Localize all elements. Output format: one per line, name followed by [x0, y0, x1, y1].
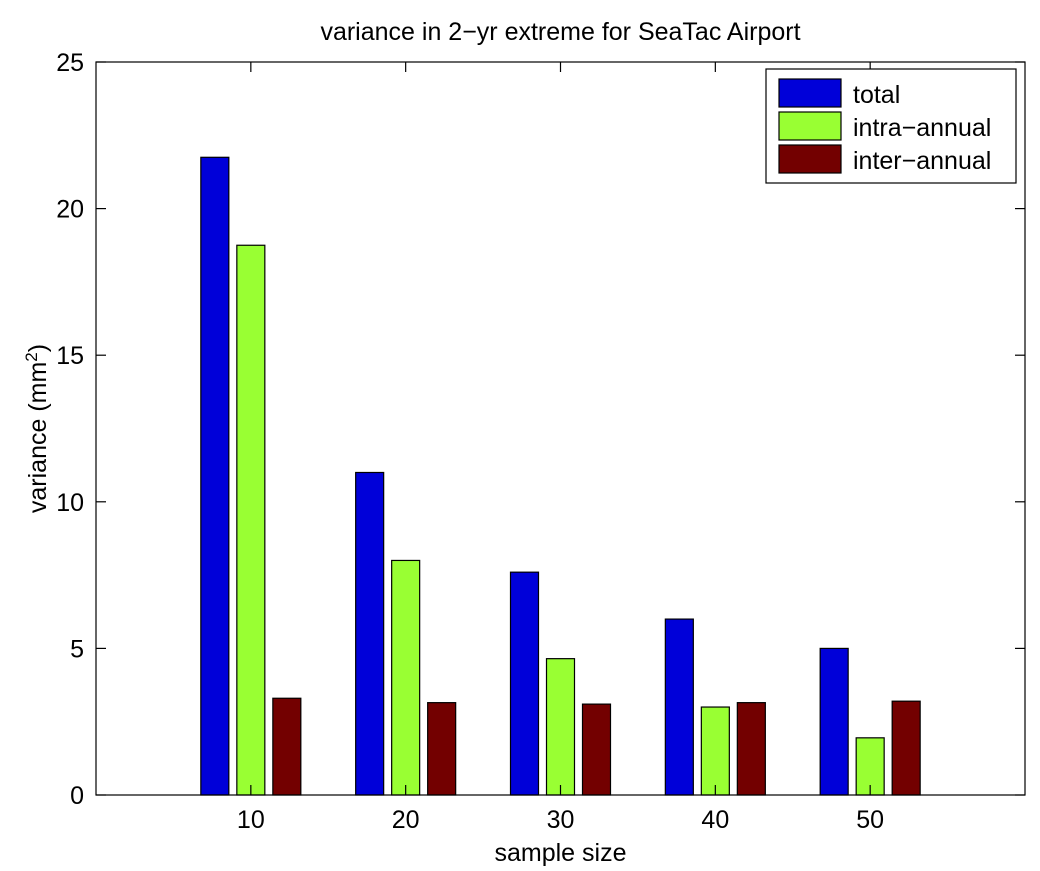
- x-axis-label: sample size: [495, 839, 627, 867]
- y-tick-label: 0: [70, 782, 84, 810]
- x-tick-label: 20: [392, 806, 420, 834]
- bar-intra-annual-30: [545, 658, 576, 796]
- bar-inter-annual-30: [581, 703, 612, 796]
- y-tick-label: 15: [56, 342, 84, 370]
- bar-intra-annual-10: [236, 244, 266, 796]
- bar-total-10: [200, 156, 230, 796]
- y-axis-label-suffix: ): [24, 344, 52, 352]
- bar-inter-annual-40: [736, 702, 766, 796]
- y-tick-label: 10: [56, 489, 84, 517]
- legend-swatch-intra-annual: [778, 111, 842, 141]
- legend-label: inter−annual: [853, 147, 991, 175]
- chart-title: variance in 2−yr extreme for SeaTac Airp…: [320, 18, 800, 46]
- bar-inter-annual-20: [427, 702, 457, 796]
- y-axis-label: variance (mm2): [22, 344, 53, 513]
- legend-swatch-inter-annual: [778, 144, 842, 174]
- bar-total-20: [355, 471, 385, 796]
- legend-label: total: [853, 81, 900, 109]
- x-tick-label: 30: [547, 806, 575, 834]
- bars-group: [200, 156, 921, 796]
- legend-label: intra−annual: [853, 114, 991, 142]
- bar-intra-annual-40: [700, 706, 730, 796]
- y-axis-label-main: variance (mm: [24, 362, 52, 513]
- ticks-group: 0 5 10 15 20 25 10 20 30 40 50: [56, 49, 1025, 834]
- legend-swatch-total: [778, 78, 842, 108]
- bar-inter-annual-10: [272, 697, 302, 796]
- x-tick-label: 40: [701, 806, 729, 834]
- bar-total-40: [664, 618, 694, 796]
- x-tick-label: 50: [856, 806, 884, 834]
- y-tick-label: 20: [56, 196, 84, 224]
- x-tick-label: 10: [237, 806, 265, 834]
- bar-total-50: [819, 647, 849, 796]
- y-tick-label: 5: [70, 635, 84, 663]
- y-tick-label: 25: [56, 49, 84, 77]
- bar-inter-annual-50: [891, 700, 921, 796]
- legend: total intra−annual inter−annual: [765, 68, 1017, 184]
- bar-total-30: [509, 571, 540, 796]
- bar-intra-annual-20: [391, 559, 421, 796]
- y-axis-label-superscript: 2: [22, 352, 41, 361]
